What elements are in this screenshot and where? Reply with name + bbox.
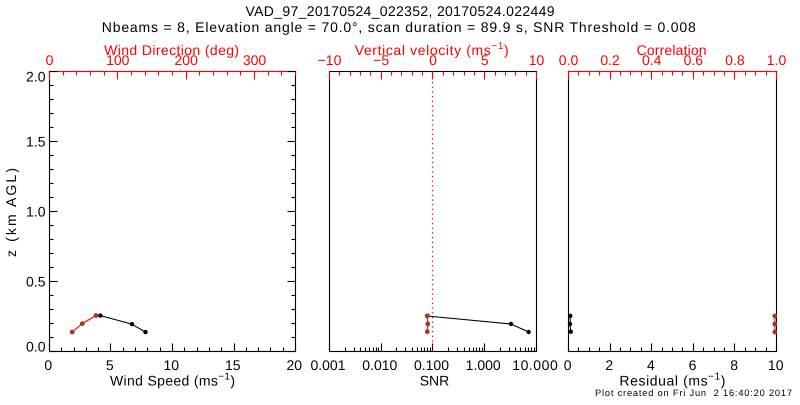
svg-text:1.0: 1.0	[767, 52, 787, 68]
svg-text:0.4: 0.4	[642, 52, 662, 68]
svg-text:8: 8	[730, 357, 738, 373]
svg-text:10: 10	[768, 357, 784, 373]
svg-text:SNR: SNR	[420, 372, 450, 388]
svg-text:1.0: 1.0	[26, 204, 46, 220]
svg-text:0.5: 0.5	[26, 274, 46, 290]
svg-text:0.6: 0.6	[684, 52, 704, 68]
svg-text:4: 4	[647, 357, 655, 373]
svg-text:z (km AGL): z (km AGL)	[3, 168, 19, 257]
svg-text:5: 5	[481, 52, 489, 68]
svg-text:200: 200	[175, 52, 199, 68]
svg-text:10.000: 10.000	[512, 357, 558, 373]
svg-text:5: 5	[106, 357, 114, 373]
svg-text:VAD_97_20170524_022352, 201705: VAD_97_20170524_022352, 20170524.022449	[246, 3, 555, 19]
svg-text:1.000: 1.000	[466, 357, 501, 373]
svg-text:Plot created on Fri Jun 2 16:: Plot created on Fri Jun 2 16:40:20 2017	[595, 388, 792, 398]
svg-text:Residual (ms−1): Residual (ms−1)	[619, 371, 725, 388]
svg-text:15: 15	[225, 357, 241, 373]
svg-text:2: 2	[605, 357, 613, 373]
svg-text:Nbeams = 8, Elevation angle =: Nbeams = 8, Elevation angle = 70.0°, sca…	[102, 19, 696, 35]
svg-text:0: 0	[429, 52, 437, 68]
svg-text:0.100: 0.100	[414, 357, 449, 373]
svg-text:6: 6	[689, 357, 697, 373]
svg-text:10: 10	[529, 52, 545, 68]
svg-text:0: 0	[564, 357, 572, 373]
svg-text:Vertical velocity (ms−1): Vertical velocity (ms−1)	[355, 41, 509, 58]
svg-text:0.2: 0.2	[600, 52, 620, 68]
svg-text:20: 20	[287, 357, 303, 373]
svg-text:0: 0	[46, 52, 54, 68]
svg-text:Correlation: Correlation	[637, 42, 707, 58]
svg-text:−5: −5	[373, 52, 389, 68]
svg-text:10: 10	[164, 357, 180, 373]
svg-text:100: 100	[106, 52, 130, 68]
svg-text:0.001: 0.001	[310, 357, 345, 373]
svg-text:0.8: 0.8	[725, 52, 745, 68]
svg-text:1.5: 1.5	[26, 134, 46, 150]
svg-text:Wind Direction (deg): Wind Direction (deg)	[104, 42, 239, 58]
svg-text:0.010: 0.010	[362, 357, 397, 373]
svg-text:−10: −10	[318, 52, 342, 68]
svg-text:0.0: 0.0	[559, 52, 579, 68]
svg-text:2.0: 2.0	[26, 68, 46, 84]
svg-text:0.0: 0.0	[26, 339, 46, 355]
svg-text:300: 300	[243, 52, 267, 68]
svg-text:0: 0	[44, 357, 52, 373]
svg-text:Wind Speed (ms−1): Wind Speed (ms−1)	[110, 371, 235, 388]
